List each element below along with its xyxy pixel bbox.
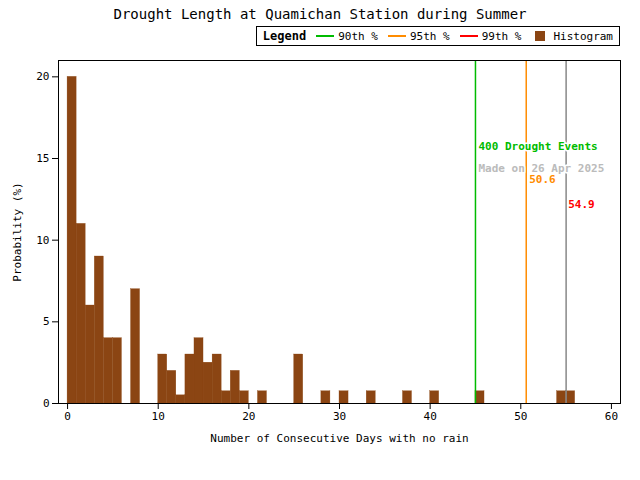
html-text:99th %: 99th % (481, 29, 522, 43)
svg-text:50.6: 50.6 (529, 173, 556, 186)
svg-text:60: 60 (605, 410, 618, 423)
svg-text:Probability (%): Probability (%) (11, 182, 24, 281)
html-text:90th %: 90th % (338, 29, 378, 43)
svg-text:400 Drought Events: 400 Drought Events (478, 140, 597, 153)
html-text:Histogram: Histogram (553, 29, 613, 43)
html-text:Legend: Legend (262, 29, 307, 43)
svg-text:10: 10 (36, 234, 49, 247)
svg-text:40: 40 (424, 410, 437, 423)
html-text:95th %: 95th % (409, 29, 450, 43)
svg-text:Number of Consecutive Days wit: Number of Consecutive Days with no rain (210, 432, 468, 445)
svg-text:0: 0 (43, 397, 50, 410)
svg-text:50: 50 (514, 410, 527, 423)
html-text:Drought Length at Quamichan St: Drought Length at Quamichan Station duri… (113, 6, 527, 22)
svg-text:30: 30 (333, 410, 346, 423)
svg-text:54.9: 54.9 (568, 198, 595, 211)
svg-text:5: 5 (43, 315, 50, 328)
svg-text:0: 0 (64, 410, 71, 423)
svg-text:20: 20 (242, 410, 255, 423)
svg-text:10: 10 (152, 410, 165, 423)
svg-text:Made on 26 Apr 2025: Made on 26 Apr 2025 (478, 161, 605, 175)
svg-text:20: 20 (36, 70, 49, 83)
svg-text:15: 15 (36, 152, 49, 165)
